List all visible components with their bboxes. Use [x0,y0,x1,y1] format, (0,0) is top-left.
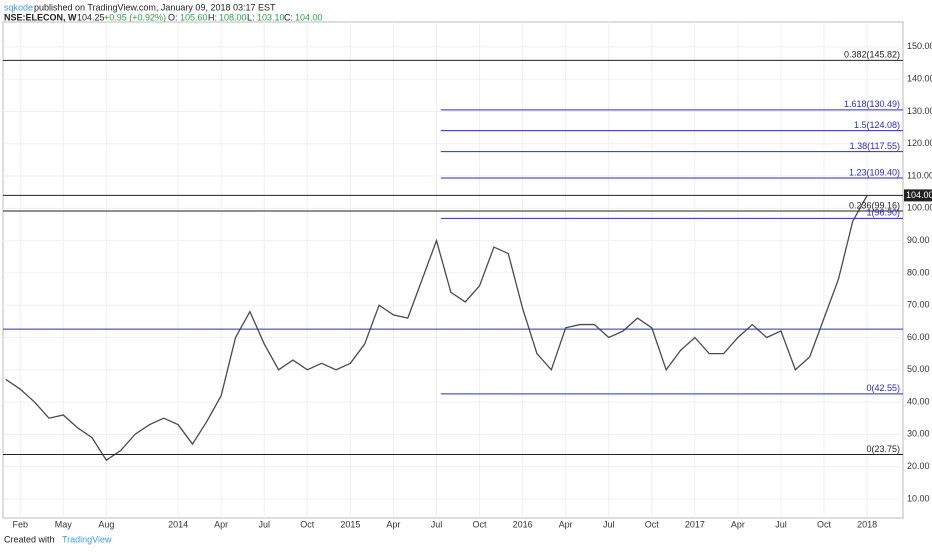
x-tick-label: Jul [775,519,787,529]
x-tick-label: Oct [817,519,832,529]
level-label: 0.382(145.82) [844,50,900,60]
brand[interactable]: TradingView [62,534,112,544]
level-label: 1.5(124.08) [854,120,900,130]
y-tick-label: 120.00 [907,138,932,148]
c-label: C: [284,12,293,22]
y-tick-label: 80.00 [907,267,930,277]
price-tag [904,189,932,202]
x-tick-label: Apr [214,519,228,529]
y-tick-label: 70.00 [907,300,930,310]
price-line [5,195,868,462]
y-tick-label: 10.00 [907,493,930,503]
x-tick-label: 2016 [513,519,533,529]
x-tick-label: Oct [300,519,315,529]
level-label: 1(96.90) [866,208,900,218]
level-label: 0(23.75) [866,444,900,454]
x-tick-label: May [55,519,73,529]
price-tag-label: 104.00 [906,190,932,200]
y-tick-label: 60.00 [907,332,930,342]
h-label: H: [208,12,217,22]
level-label: 1.38(117.55) [850,141,900,151]
open: 105.60 [180,12,208,22]
plot-frame [2,21,904,519]
y-tick-label: 30.00 [907,429,930,439]
level-label: 1.23(109.40) [849,167,900,177]
x-tick-label: Apr [386,519,400,529]
x-tick-label: Aug [98,519,114,529]
plot: 10.00 20.00 30.00 40.00 50.00 60.00 70.00 80.00… [3,22,932,529]
y-tick-label: 40.00 [907,396,930,406]
y-tick-label: 100.00 [907,203,932,213]
low: 103.10 [257,12,285,22]
x-tick-label: 2014 [168,519,188,529]
x-tick-label: Jul [431,519,443,529]
x-tick-label: 2018 [857,519,877,529]
y-tick-label: 50.00 [907,364,930,374]
x-tick-label: 2017 [685,519,705,529]
created-with: Created with [4,534,55,544]
published: published on TradingView.com, January 09… [34,2,276,12]
symbol: NSE:ELECON, W [4,12,77,22]
level-label: 0.236(99.16) [849,200,900,210]
change: +0.95 (+0.92%) [104,12,166,22]
x-tick-label: Apr [559,519,573,529]
last: 104.25 [77,12,105,22]
y-tick-label: 150.00 [907,41,932,51]
x-tick-label: Feb [12,519,28,529]
close: 104.00 [295,12,323,22]
y-tick-label: 130.00 [907,106,932,116]
publisher[interactable]: sqkode [4,2,33,12]
y-tick-label: 20.00 [907,461,930,471]
x-tick-label: Oct [645,519,660,529]
y-tick-label: 110.00 [907,170,932,180]
level-label: 0(42.55) [866,383,900,393]
x-tick-label: 2015 [340,519,360,529]
y-tick-label: 90.00 [907,235,930,245]
level-label: 1.618(130.49) [844,99,900,109]
y-tick-label: 140.00 [907,74,932,84]
high: 108.00 [219,12,247,22]
x-tick-label: Apr [731,519,745,529]
x-tick-label: Jul [603,519,615,529]
o-label: O: [168,12,178,22]
x-tick-label: Jul [258,519,270,529]
l-label: L: [247,12,255,22]
x-tick-label: Oct [473,519,488,529]
